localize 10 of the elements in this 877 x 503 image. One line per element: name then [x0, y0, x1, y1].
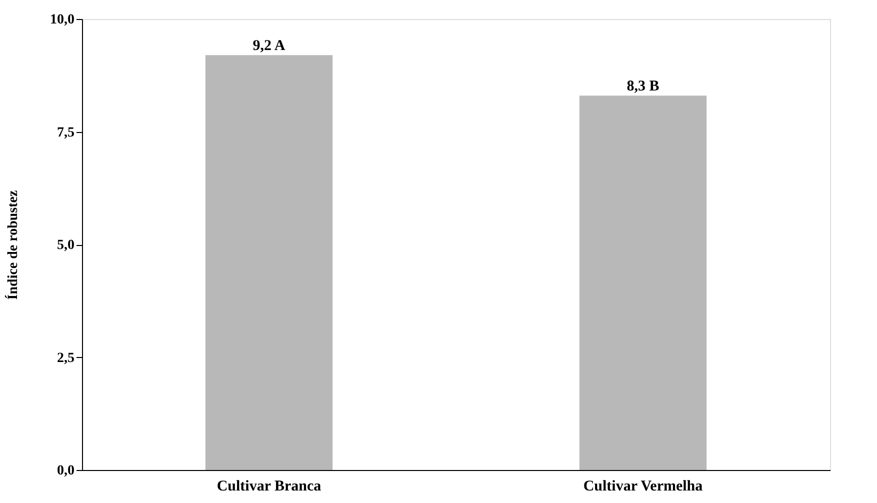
x-tick-label: Cultivar Branca: [216, 478, 322, 494]
y-tick-label: 2,5: [57, 350, 74, 366]
y-tick-label: 0,0: [57, 464, 74, 478]
x-tick-label: Cultivar Vermelha: [583, 478, 704, 494]
y-tick-label: 10,0: [50, 12, 74, 28]
data-label: 9,2 A: [252, 38, 286, 54]
y-axis-title: Índice de robustez: [4, 190, 21, 300]
y-tick-label: 5,0: [57, 238, 74, 253]
y-tick-label: 7,5: [57, 125, 74, 140]
data-label: 8,3 B: [626, 78, 660, 95]
